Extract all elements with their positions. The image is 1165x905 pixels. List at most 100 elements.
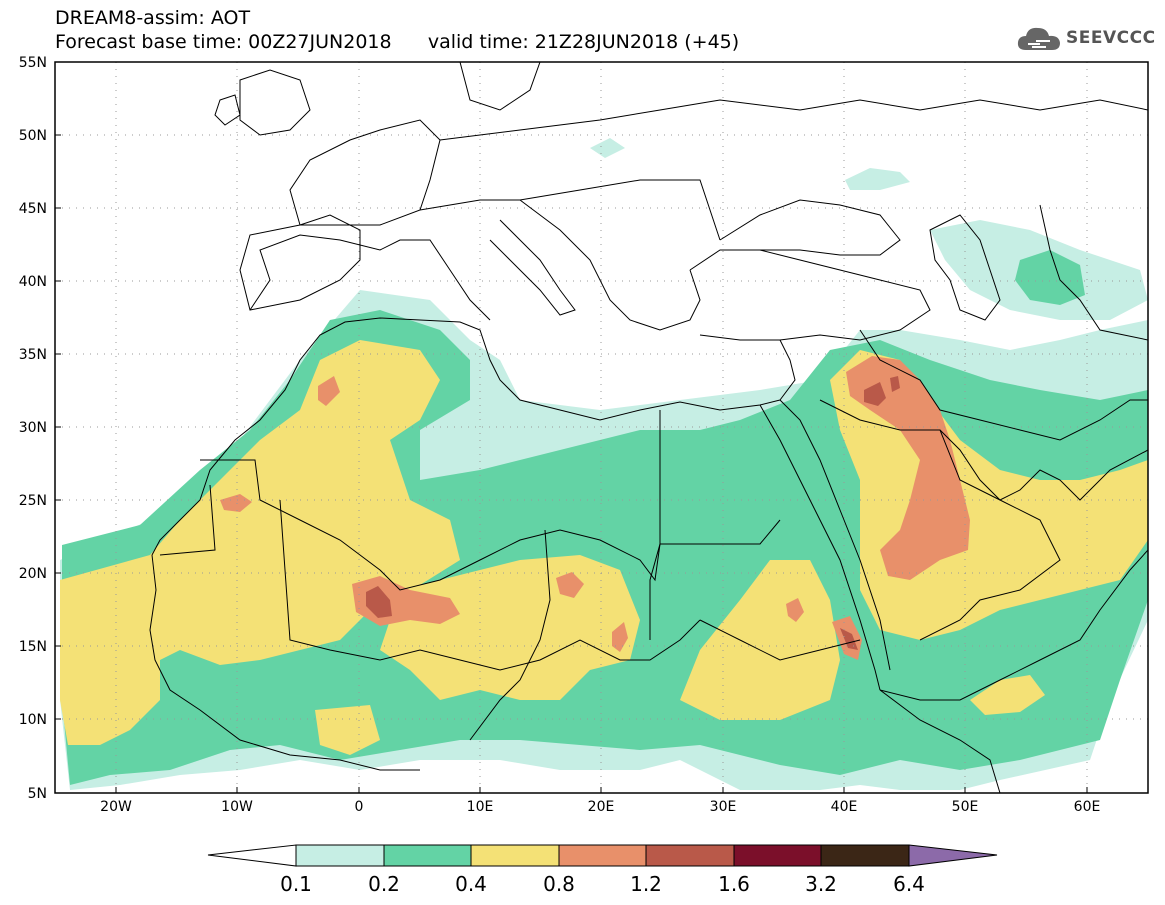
africa-borders-6 [159,484,216,556]
aot-level-1.2-eritrea [840,628,858,650]
colorbar-bin [733,844,822,867]
lat-label: 50N [19,128,47,144]
aot-level-0.4-sudan [680,560,840,720]
levant-coast [779,339,796,401]
red-sea-east [779,399,891,671]
med-north [249,234,491,321]
gulf-coast [939,429,1148,501]
latitude-labels: 55N 50N 45N 40N 35N 30N 25N 20N 15N 10N … [19,55,47,802]
colorbar-label: 0.8 [543,872,575,896]
europe-borders-2 [419,179,721,241]
coastlines [149,62,1148,793]
lat-label: 20N [19,566,47,582]
aot-level-1.2-iraq2 [890,376,900,392]
lon-label: 30E [710,799,737,815]
aot-level-0.4-yemen [970,675,1045,715]
black-sea [719,199,901,256]
colorbar-over-arrow [908,844,998,867]
lat-label: 25N [19,493,47,509]
colorbar-under-arrow [207,844,297,867]
lat-label: 45N [19,201,47,217]
colorbar-bin [383,844,472,867]
iberia [239,214,361,311]
lat-label: 15N [19,639,47,655]
guinea-coast [149,554,420,771]
aot-field [60,138,1148,790]
colorbar-label: 3.2 [805,872,837,896]
map-title: DREAM8-assim: AOT [55,7,251,29]
central-asia-borders [1039,204,1148,341]
colorbar: 0.1 0.2 0.4 0.8 1.2 1.6 3.2 6.4 [207,844,998,896]
cloud-icon [1017,27,1060,50]
tick-marks [55,61,1088,794]
aot-level-0.1-blacksea [845,168,910,190]
lon-label: 20W [100,799,132,815]
africa-borders-5 [699,619,861,661]
caspian [929,214,1001,321]
iran-borders [859,329,1148,441]
scandinavia [459,62,541,111]
lon-label: 20E [588,799,615,815]
aot-level-0.8-sudan [786,598,804,622]
colorbar-bin [645,844,735,867]
aot-level-0.8-niger [556,572,584,598]
colorbar-label: 1.2 [630,872,662,896]
colorbar-label: 6.4 [893,872,925,896]
graticule [55,62,1148,793]
aot-level-1.2-iraq [864,382,886,406]
africa-borders-2 [279,499,701,671]
map-header: DREAM8-assim: AOT Forecast base time: 00… [55,6,739,54]
colorbar-bin [820,844,910,867]
aot-level-0.8-mauritania [220,494,252,512]
aot-level-0.1-adriatic [590,138,625,158]
colorbar-bin [470,844,560,867]
aot-level-1.2-mali [366,586,392,618]
lat-label: 10N [19,712,47,728]
france-uk [289,119,441,226]
europe-borders [439,99,1148,141]
lon-label: 50E [952,799,979,815]
aot-level-0.2-caspian [1015,250,1085,305]
lon-label: 10E [467,799,494,815]
somalia-coast [879,689,1001,793]
logo-text: SEEVCCC [1066,28,1156,48]
lat-label: 55N [19,55,47,71]
colorbar-bin [558,844,647,867]
africa-borders [200,459,781,591]
valid-time-label: valid time: 21Z28JUN2018 (+45) [427,31,740,53]
uk [239,69,311,136]
lon-label: 40E [831,799,858,815]
west-africa-coast [151,317,781,556]
lon-label: 10W [221,799,253,815]
colorbar-bin [295,844,385,867]
aot-level-0.4-guinea [315,705,380,755]
aot-level-0.4-west [60,340,460,745]
lon-label: 0 [355,799,364,815]
lat-label: 35N [19,347,47,363]
colorbar-label: 0.4 [455,872,487,896]
lat-label: 30N [19,420,47,436]
colorbar-label: 0.1 [280,872,312,896]
aot-level-0.8-iraq [846,356,970,580]
lat-label: 5N [28,786,47,802]
colorbar-label: 0.2 [368,872,400,896]
balkans-greece [519,199,701,331]
lon-label: 60E [1074,799,1101,815]
ireland [214,94,241,126]
africa-borders-3 [469,529,551,741]
time-line: Forecast base time: 00Z27JUN2018 valid t… [55,30,739,54]
colorbar-label: 1.6 [718,872,750,896]
turkey [689,249,931,341]
base-time-label: Forecast base time: 00Z27JUN2018 [55,31,392,53]
arabia-south [879,549,1148,701]
italy [489,219,576,316]
arabia-borders [819,399,1061,641]
aot-level-0.8-morocco [318,376,340,406]
seevccc-logo: SEEVCCC [1016,24,1156,52]
aot-level-0.8-chad [612,622,628,652]
red-sea-west [759,404,881,691]
longitude-labels: 20W 10W 0 10E 20E 30E 40E 50E 60E [100,799,1100,815]
africa-borders-4 [649,410,661,640]
lat-label: 40N [19,274,47,290]
